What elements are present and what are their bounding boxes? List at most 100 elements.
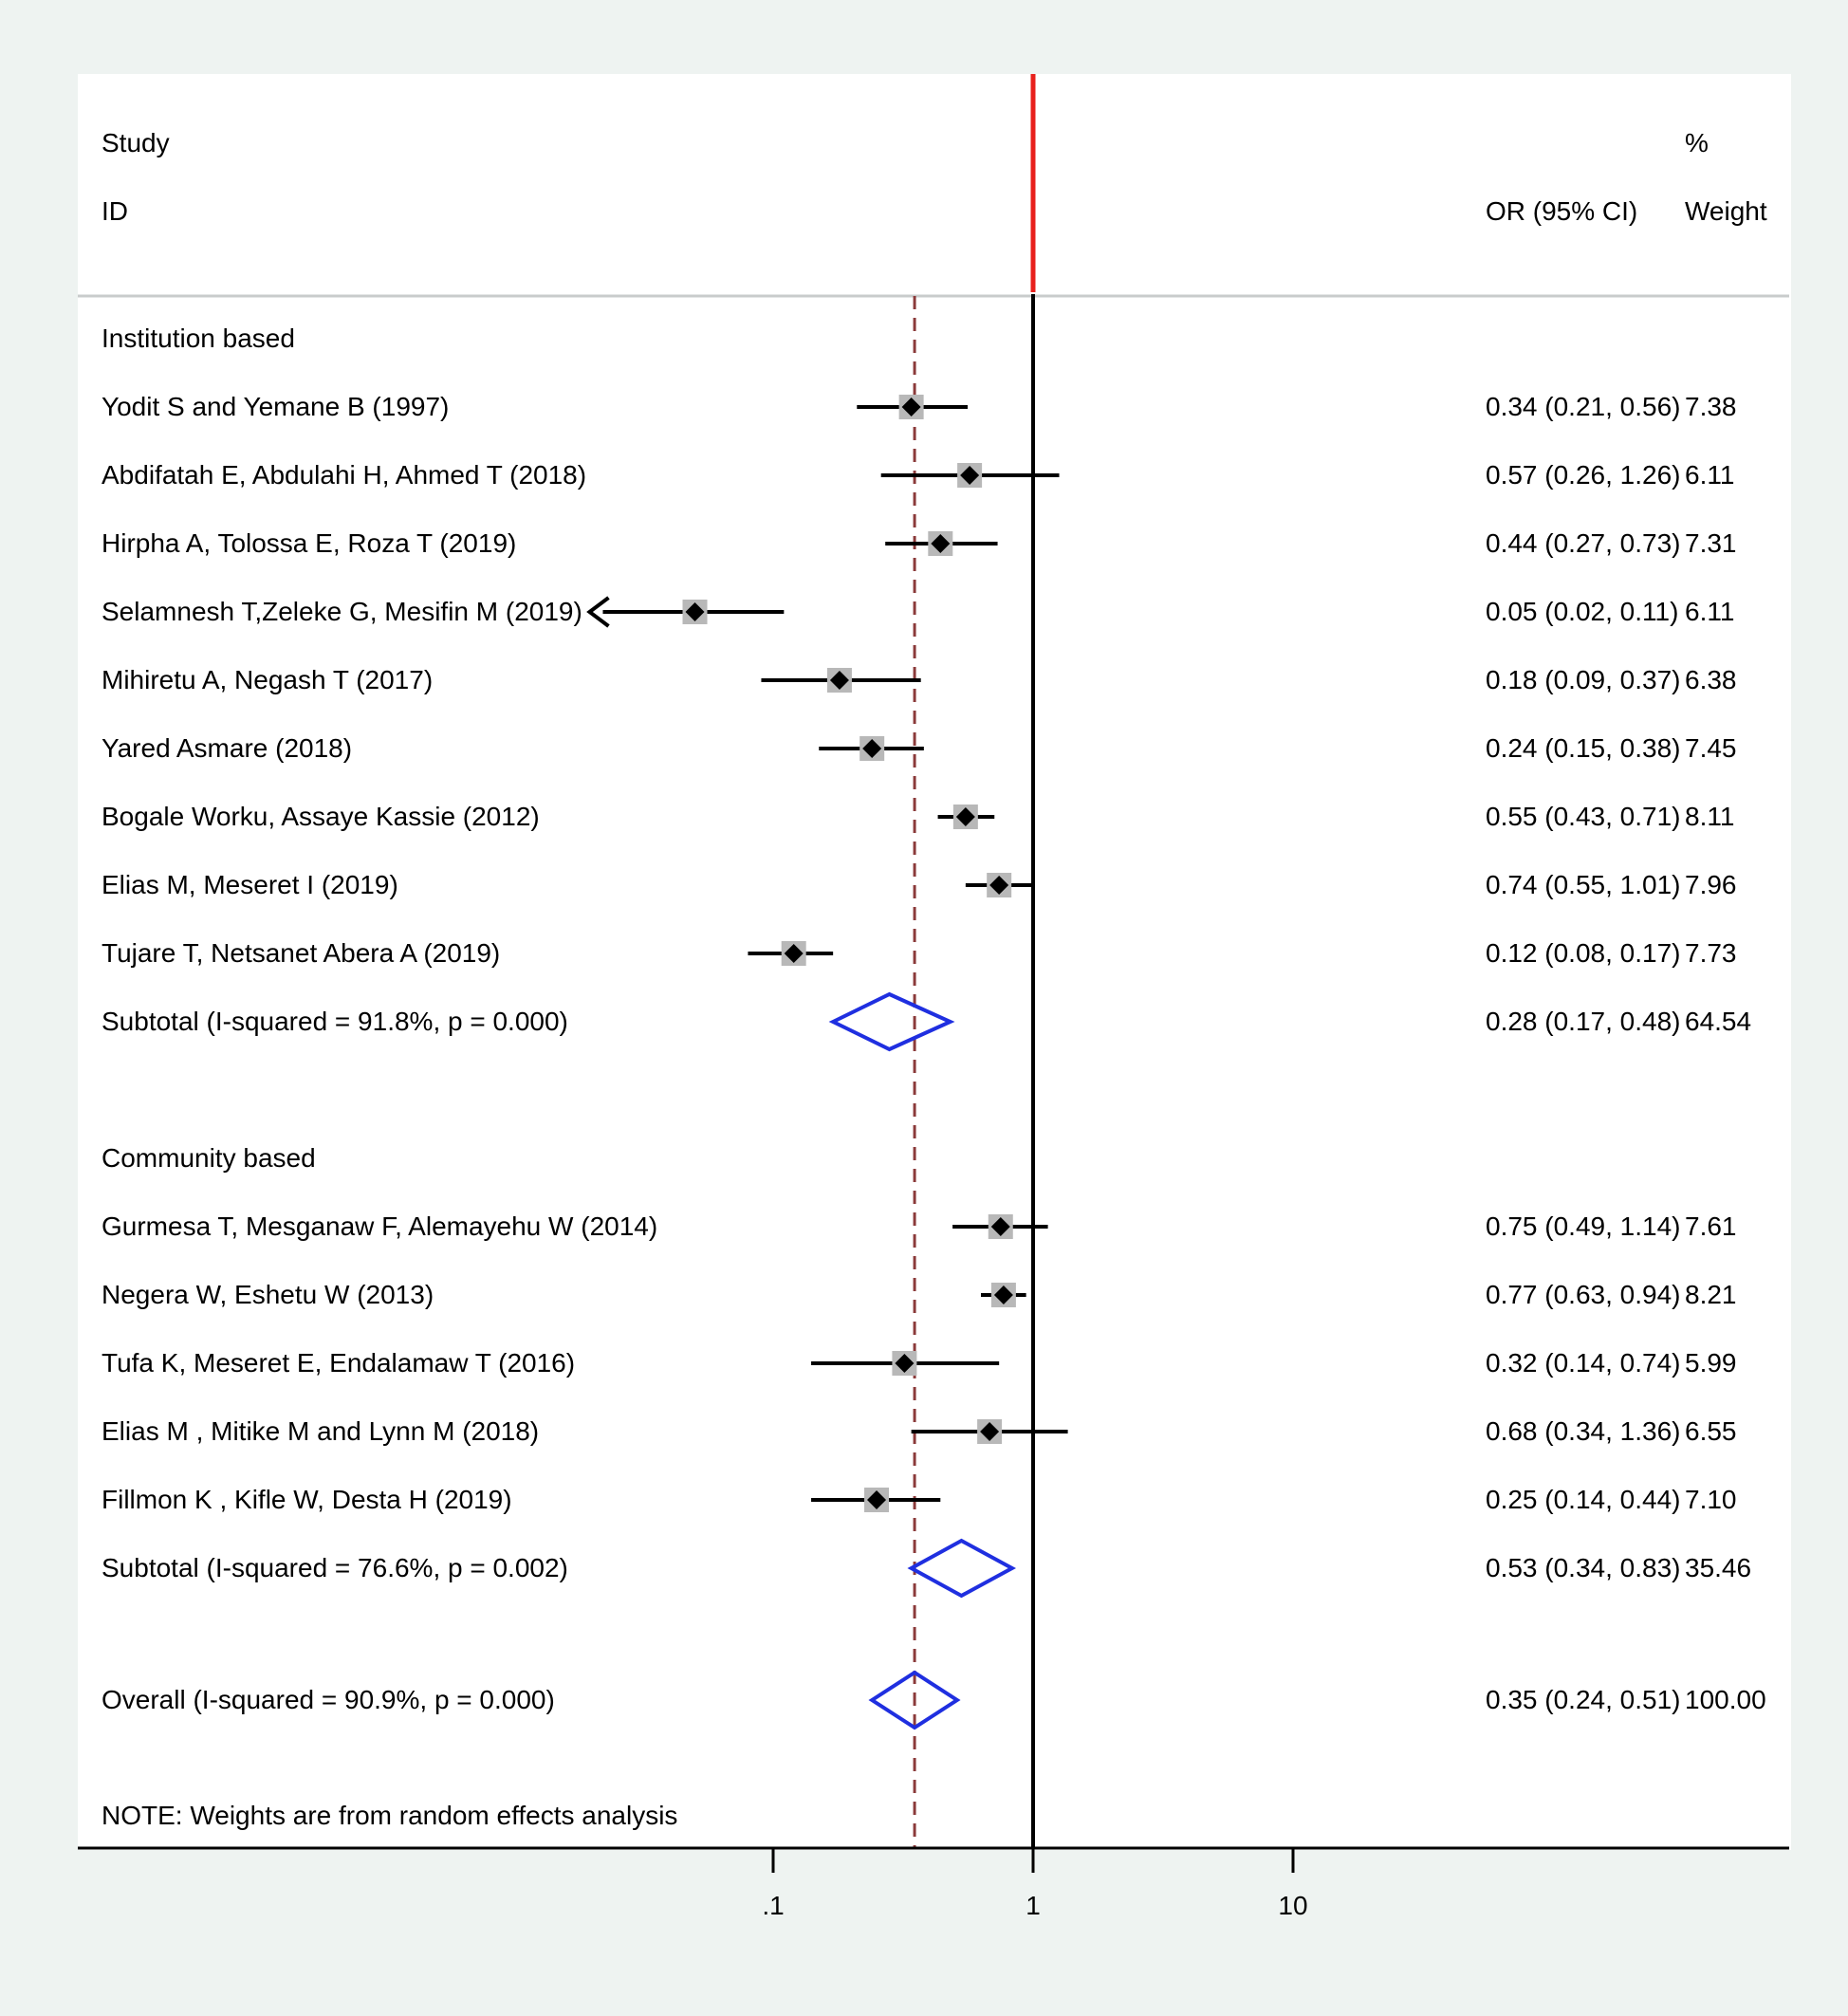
or-ci-value: 0.44 (0.27, 0.73) <box>1486 528 1680 558</box>
header-study-label: Study <box>102 128 170 157</box>
study-row: Mihiretu A, Negash T (2017) 0.18 (0.09, 0… <box>102 665 1737 694</box>
or-ci-value: 0.77 (0.63, 0.94) <box>1486 1280 1680 1309</box>
study-label: Fillmon K , Kifle W, Desta H (2019) <box>102 1485 512 1514</box>
study-row: Yared Asmare (2018) 0.24 (0.15, 0.38) 7.45 <box>102 733 1737 763</box>
or-ci-value: 0.74 (0.55, 1.01) <box>1486 870 1680 899</box>
weight-value: 7.38 <box>1685 392 1737 421</box>
overall-row: Overall (I-squared = 90.9%, p = 0.000) 0.… <box>102 1670 1766 1730</box>
pooled-diamond <box>907 1538 1017 1599</box>
study-row: Elias M , Mitike M and Lynn M (2018) 0.68… <box>102 1416 1737 1446</box>
header-or-label: OR (95% CI) <box>1486 196 1637 226</box>
or-ci-value: 0.53 (0.34, 0.83) <box>1486 1553 1680 1582</box>
or-ci-value: 0.12 (0.08, 0.17) <box>1486 938 1680 968</box>
x-axis: .1 1 10 <box>762 1848 1308 1920</box>
weight-value: 35.46 <box>1685 1553 1751 1582</box>
study-row: Hirpha A, Tolossa E, Roza T (2019) 0.44 (… <box>102 528 1737 558</box>
study-label: Elias M , Mitike M and Lynn M (2018) <box>102 1416 539 1446</box>
weight-value: 6.55 <box>1685 1416 1737 1446</box>
point-estimate-marker <box>980 1422 1000 1441</box>
weight-value: 6.38 <box>1685 665 1737 694</box>
or-ci-value: 0.57 (0.26, 1.26) <box>1486 460 1680 490</box>
study-row: Selamnesh T,Zeleke G, Mesifin M (2019) 0.… <box>102 596 1734 628</box>
note-text: NOTE: Weights are from random effects an… <box>102 1801 677 1830</box>
or-ci-value: 0.32 (0.14, 0.74) <box>1486 1348 1680 1378</box>
study-row: Elias M, Meseret I (2019) 0.74 (0.55, 1.0… <box>102 870 1737 899</box>
header-id-label: ID <box>102 196 128 226</box>
point-estimate-marker <box>931 534 951 553</box>
study-row: Negera W, Eshetu W (2013) 0.77 (0.63, 0.9… <box>102 1280 1737 1309</box>
overall-row-label: Overall (I-squared = 90.9%, p = 0.000) <box>102 1685 555 1714</box>
or-ci-value: 0.68 (0.34, 1.36) <box>1486 1416 1680 1446</box>
study-row: Bogale Worku, Assaye Kassie (2012) 0.55 (… <box>102 802 1734 831</box>
point-estimate-marker <box>829 671 849 690</box>
x-tick-label: .1 <box>762 1891 784 1920</box>
weight-value: 7.10 <box>1685 1485 1737 1514</box>
weight-value: 5.99 <box>1685 1348 1737 1378</box>
study-label: Yared Asmare (2018) <box>102 733 352 763</box>
reference-lines <box>913 74 1036 1848</box>
header-weight-label: Weight <box>1685 196 1767 226</box>
group-label: Community based <box>102 1143 316 1173</box>
group-label: Institution based <box>102 324 295 353</box>
study-row: Fillmon K , Kifle W, Desta H (2019) 0.25 … <box>102 1485 1737 1514</box>
weight-value: 8.21 <box>1685 1280 1737 1309</box>
point-estimate-marker <box>862 739 882 758</box>
point-estimate-marker <box>901 398 921 416</box>
weight-value: 7.45 <box>1685 733 1737 763</box>
point-estimate-marker <box>895 1354 915 1373</box>
weight-value: 6.11 <box>1685 460 1734 490</box>
point-estimate-marker <box>955 807 975 826</box>
weight-value: 7.96 <box>1685 870 1737 899</box>
weight-value: 8.11 <box>1685 802 1734 831</box>
pooled-diamond <box>828 991 955 1052</box>
header-weight-pct-label: % <box>1685 128 1709 157</box>
point-estimate-marker <box>960 466 980 485</box>
study-label: Tujare T, Netsanet Abera A (2019) <box>102 938 500 968</box>
study-row: Gurmesa T, Mesganaw F, Alemayehu W (2014… <box>102 1211 1737 1241</box>
or-ci-value: 0.35 (0.24, 0.51) <box>1486 1685 1680 1714</box>
ci-arrow-left <box>586 596 610 628</box>
study-label: Elias M, Meseret I (2019) <box>102 870 398 899</box>
pooled-diamond <box>868 1670 961 1730</box>
or-ci-value: 0.75 (0.49, 1.14) <box>1486 1211 1680 1241</box>
x-tick-label: 1 <box>1026 1891 1041 1920</box>
study-row: Tujare T, Netsanet Abera A (2019) 0.12 (0… <box>102 938 1737 968</box>
or-ci-value: 0.34 (0.21, 0.56) <box>1486 392 1680 421</box>
subtotal-row-label: Subtotal (I-squared = 76.6%, p = 0.002) <box>102 1553 568 1582</box>
or-ci-value: 0.18 (0.09, 0.37) <box>1486 665 1680 694</box>
weight-value: 64.54 <box>1685 1007 1751 1036</box>
subtotal-row: Subtotal (I-squared = 91.8%, p = 0.000) 0… <box>102 991 1751 1052</box>
study-label: Yodit S and Yemane B (1997) <box>102 392 449 421</box>
study-label: Gurmesa T, Mesganaw F, Alemayehu W (2014… <box>102 1211 657 1241</box>
subtotal-row-label: Subtotal (I-squared = 91.8%, p = 0.000) <box>102 1007 568 1036</box>
or-ci-value: 0.55 (0.43, 0.71) <box>1486 802 1680 831</box>
study-label: Negera W, Eshetu W (2013) <box>102 1280 434 1309</box>
subtotal-row: Subtotal (I-squared = 76.6%, p = 0.002) 0… <box>102 1538 1751 1599</box>
study-label: Mihiretu A, Negash T (2017) <box>102 665 433 694</box>
point-estimate-marker <box>784 944 804 963</box>
study-row: Tufa K, Meseret E, Endalamaw T (2016) 0.3… <box>102 1348 1737 1378</box>
study-label: Selamnesh T,Zeleke G, Mesifin M (2019) <box>102 597 582 626</box>
point-estimate-marker <box>989 876 1009 895</box>
point-estimate-marker <box>685 602 705 621</box>
point-estimate-marker <box>990 1217 1010 1236</box>
study-row: Yodit S and Yemane B (1997) 0.34 (0.21, 0… <box>102 392 1737 421</box>
study-rows: Institution based Yodit S and Yemane B (1… <box>102 324 1766 1730</box>
x-tick-label: 10 <box>1278 1891 1307 1920</box>
study-label: Tufa K, Meseret E, Endalamaw T (2016) <box>102 1348 575 1378</box>
or-ci-value: 0.24 (0.15, 0.38) <box>1486 733 1680 763</box>
study-label: Hirpha A, Tolossa E, Roza T (2019) <box>102 528 516 558</box>
study-label: Abdifatah E, Abdulahi H, Ahmed T (2018) <box>102 460 586 490</box>
weight-value: 100.00 <box>1685 1685 1766 1714</box>
point-estimate-marker <box>867 1490 887 1509</box>
weight-value: 7.73 <box>1685 938 1737 968</box>
study-row: Abdifatah E, Abdulahi H, Ahmed T (2018) 0… <box>102 460 1734 490</box>
study-label: Bogale Worku, Assaye Kassie (2012) <box>102 802 540 831</box>
point-estimate-marker <box>993 1285 1013 1304</box>
or-ci-value: 0.25 (0.14, 0.44) <box>1486 1485 1680 1514</box>
weight-value: 6.11 <box>1685 597 1734 626</box>
or-ci-value: 0.05 (0.02, 0.11) <box>1486 597 1678 626</box>
or-ci-value: 0.28 (0.17, 0.48) <box>1486 1007 1680 1036</box>
